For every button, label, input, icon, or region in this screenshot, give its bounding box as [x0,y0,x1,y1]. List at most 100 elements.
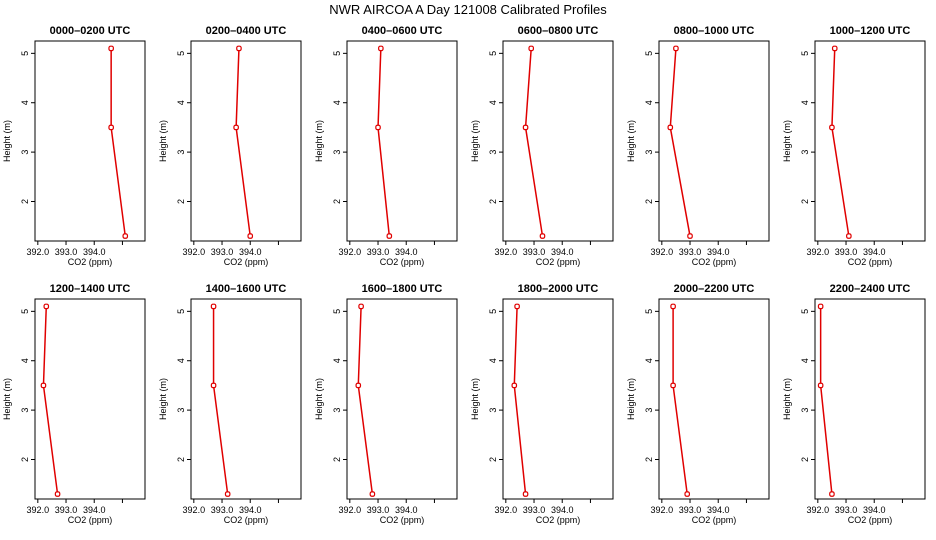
y-axis-label: Height (m) [2,120,12,162]
x-tick-label: 394.0 [551,247,574,257]
y-tick-label: 4 [20,100,30,105]
panel-title: 0200–0400 UTC [206,25,287,37]
y-tick-label: 3 [176,408,186,413]
x-axis-label: CO2 (ppm) [380,515,425,525]
data-point [224,491,231,497]
y-tick-label: 2 [488,199,498,204]
y-tick-label: 3 [332,150,342,155]
panel-title: 1400–1600 UTC [206,283,287,295]
panel-title: 0600–0800 UTC [518,25,599,37]
x-axis-label: CO2 (ppm) [536,515,581,525]
y-tick-label: 3 [800,408,810,413]
y-axis-label: Height (m) [158,120,168,162]
data-point [355,382,362,389]
panel-title: 0000–0200 UTC [50,25,131,37]
x-axis-label: CO2 (ppm) [848,257,893,267]
x-tick-label: 394.0 [239,247,262,257]
y-tick-label: 4 [176,358,186,363]
data-point [514,303,520,310]
x-tick-label: 394.0 [395,505,418,515]
x-tick-label: 392.0 [183,505,206,515]
data-point [522,491,529,497]
x-tick-label: 392.0 [651,247,674,257]
x-tick-label: 392.0 [339,247,362,257]
y-axis-label: Height (m) [470,120,480,162]
x-tick-label: 392.0 [495,247,518,257]
data-point [236,45,242,52]
data-point [122,233,129,239]
x-tick-label: 394.0 [863,505,886,515]
x-tick-label: 393.0 [679,247,702,257]
x-axis-label: CO2 (ppm) [380,257,425,267]
data-point [375,124,381,131]
panel-title: 1800–2000 UTC [518,283,599,295]
y-tick-label: 3 [20,408,30,413]
x-tick-label: 393.0 [55,505,78,515]
data-point [210,382,217,389]
profile-line [110,48,127,237]
y-tick-label: 4 [800,358,810,363]
y-tick-label: 3 [20,150,30,155]
plot-frame [814,40,926,242]
y-tick-label: 3 [332,408,342,413]
y-tick-label: 4 [176,100,186,105]
data-point [43,303,50,310]
panel-title: 1600–1800 UTC [362,283,443,295]
y-tick-label: 3 [488,408,498,413]
x-tick-label: 392.0 [27,247,50,257]
profile-line [819,306,833,495]
y-axis-label: Height (m) [626,378,636,420]
x-tick-label: 394.0 [239,505,262,515]
plot-frame [658,40,770,242]
data-point [369,491,376,497]
x-tick-label: 392.0 [651,505,674,515]
y-axis-label: Height (m) [314,378,324,420]
x-axis-label: CO2 (ppm) [68,257,113,267]
y-tick-label: 4 [644,358,654,363]
y-axis-label: Height (m) [158,378,168,420]
y-tick-label: 5 [488,309,498,314]
data-point [378,45,384,52]
data-point [817,303,824,310]
y-tick-label: 5 [800,51,810,56]
x-tick-label: 393.0 [835,247,858,257]
x-axis-label: CO2 (ppm) [692,257,737,267]
data-point [40,382,47,389]
profile-line [672,306,688,495]
y-tick-label: 2 [20,457,30,462]
y-tick-label: 5 [20,51,30,56]
plot-frame [502,40,614,242]
x-tick-label: 394.0 [83,505,106,515]
x-tick-label: 392.0 [807,505,830,515]
data-point [687,233,693,239]
data-point [829,491,835,497]
data-point [247,233,254,239]
data-point [108,45,114,52]
x-axis-label: CO2 (ppm) [224,515,269,525]
x-tick-label: 393.0 [835,505,858,515]
data-point [831,45,838,52]
y-tick-label: 2 [488,457,498,462]
y-axis-label: Height (m) [314,120,324,162]
y-tick-label: 5 [332,309,342,314]
x-tick-label: 392.0 [183,247,206,257]
panel-title: 2200–2400 UTC [830,283,911,295]
y-tick-label: 3 [644,150,654,155]
profile-line [513,306,527,495]
x-tick-label: 393.0 [679,505,702,515]
data-point [846,233,852,239]
y-tick-label: 2 [800,199,810,204]
x-tick-label: 392.0 [807,247,830,257]
y-axis-label: Height (m) [782,378,792,420]
x-tick-label: 393.0 [211,505,234,515]
panel-title: 2000–2200 UTC [674,283,755,295]
data-point [386,233,393,239]
y-tick-label: 2 [644,199,654,204]
plot-frame [346,298,458,500]
